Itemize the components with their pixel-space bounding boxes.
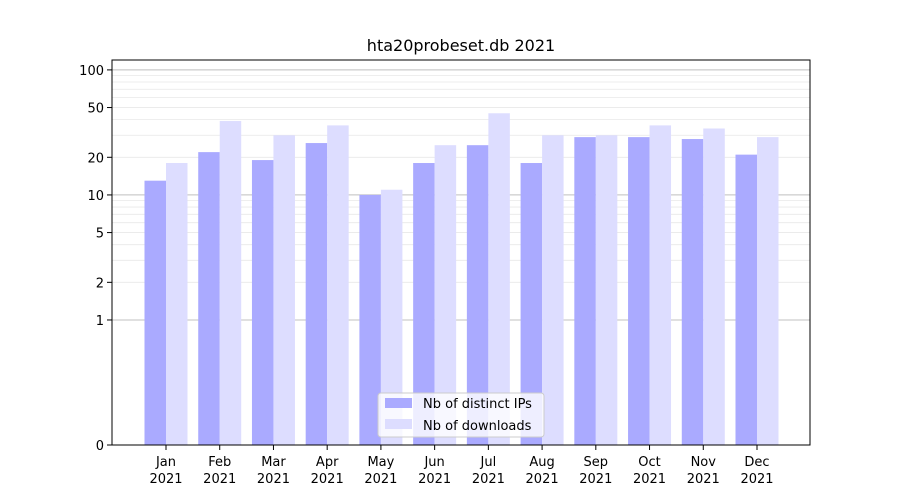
x-tick-label-month: Jun [423,455,444,470]
legend-box [377,392,545,438]
bar-downloads [595,135,618,445]
bar-distinct-ips [413,163,435,445]
x-tick-label-month: Sep [584,455,609,470]
x-tick-label-year: 2021 [418,472,451,487]
y-tick-label: 0 [96,439,104,454]
bar-distinct-ips [735,154,757,446]
x-tick-label-month: Aug [529,455,554,470]
bar-downloads [649,125,672,445]
bar-groups [144,113,779,446]
x-tick-label-month: Apr [316,455,339,470]
bar-distinct-ips [466,145,489,445]
x-tick-label-month: Jul [480,455,497,470]
y-tick-label: 20 [87,151,104,166]
bar-distinct-ips [144,180,166,445]
legend-swatch-ips [385,398,412,408]
bar-downloads [273,135,295,445]
y-tick-label: 10 [87,189,104,204]
bar-distinct-ips [198,152,220,445]
bar-distinct-ips [251,160,274,445]
y-tick-label: 50 [87,102,104,117]
bar-downloads [542,135,564,445]
bar-distinct-ips [359,194,381,445]
legend-label-downloads: Nb of downloads [423,419,532,434]
legend-swatch-downloads [385,419,412,429]
bar-distinct-ips [520,163,543,445]
bar-downloads [703,128,725,445]
x-tick-label-year: 2021 [472,472,505,487]
legend: Nb of distinct IPs Nb of downloads [377,392,545,438]
chart-title: hta20probeset.db 2021 [367,36,555,55]
x-tick-label-year: 2021 [579,472,612,487]
bar-distinct-ips [628,137,650,445]
y-tick-label: 2 [96,276,104,291]
x-tick-label-year: 2021 [526,472,559,487]
x-tick-label-month: May [367,455,394,470]
x-tick-label-month: Nov [691,455,717,470]
legend-label-ips: Nb of distinct IPs [423,397,532,412]
bar-downloads [488,113,510,445]
bar-downloads [166,163,188,445]
bar-distinct-ips [574,137,596,445]
x-tick-label-year: 2021 [740,472,773,487]
y-tick-label: 100 [79,64,104,79]
x-tick-label-year: 2021 [687,472,720,487]
x-tick-label-month: Oct [638,455,660,470]
x-tick-label-year: 2021 [364,472,397,487]
x-tick-label-year: 2021 [257,472,290,487]
bar-distinct-ips [305,143,328,445]
x-tick-label-month: Mar [261,455,286,470]
bar-downloads [219,121,242,446]
bar-downloads [380,189,403,445]
x-tick-label-month: Dec [744,455,769,470]
y-axis: 0 1 2 5 10 20 50 100 [79,64,112,454]
x-axis: Jan 2021 Feb 2021 Mar 2021 Apr 2021 May 2021 Jun 20… [149,445,774,487]
y-tick-label: 1 [96,314,104,329]
x-tick-label-year: 2021 [633,472,666,487]
x-tick-label-year: 2021 [203,472,236,487]
x-tick-label-year: 2021 [149,472,182,487]
bar-downloads [327,125,349,445]
bar-distinct-ips [681,139,704,445]
x-tick-label-month: Jan [155,455,176,470]
y-tick-label: 5 [96,227,104,242]
x-tick-label-year: 2021 [311,472,344,487]
plot-frame [111,59,811,446]
x-tick-label-month: Feb [208,455,231,470]
bar-downloads [434,145,457,445]
bar-downloads [757,137,779,445]
